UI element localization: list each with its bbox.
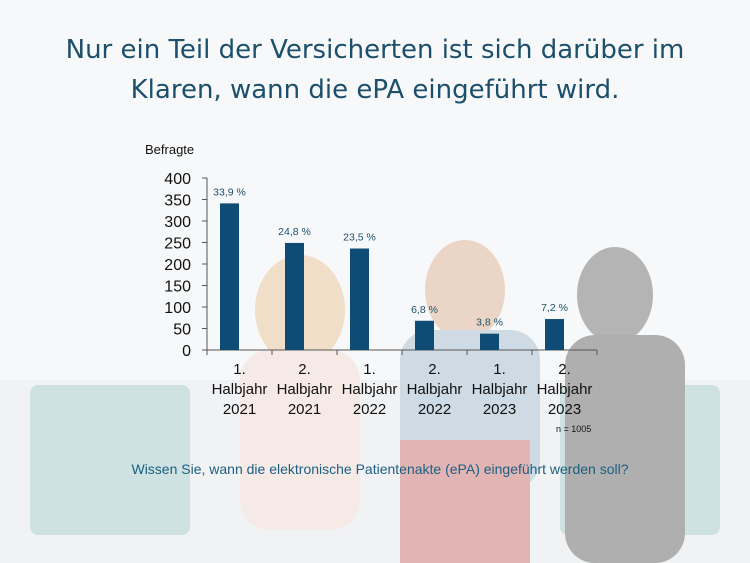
data-label: 3,8 %: [476, 317, 503, 329]
x-tick-label: 2. Halbjahr 2022: [407, 361, 463, 418]
survey-question: Wissen Sie, wann die elektronische Patie…: [131, 461, 629, 477]
y-tick-label: 150: [164, 279, 191, 296]
bar: [545, 319, 564, 350]
x-tick-label: 1. Halbjahr 2023: [472, 361, 528, 418]
y-tick-label: 0: [182, 343, 191, 360]
x-tick-label: 2. Halbjahr 2021: [277, 361, 333, 418]
data-label: 33,9 %: [213, 186, 246, 198]
y-axis-label: Befragte: [145, 142, 195, 157]
sample-size-note: n = 1005: [556, 424, 592, 434]
y-tick-label: 100: [164, 300, 191, 317]
x-tick-label: 1. Halbjahr 2021: [212, 361, 268, 418]
bar: [220, 203, 239, 350]
data-label: 6,8 %: [411, 304, 438, 316]
y-tick-label: 400: [164, 171, 191, 188]
data-label: 23,5 %: [343, 232, 376, 244]
bar: [285, 242, 304, 350]
data-label: 24,8 %: [278, 226, 311, 238]
y-tick-label: 200: [164, 257, 191, 274]
data-label: 7,2 %: [541, 302, 568, 314]
bar: [480, 333, 499, 350]
y-tick-label: 50: [173, 322, 191, 339]
x-tick-label: 2. Halbjahr 2023: [537, 361, 593, 418]
page-title: Nur ein Teil der Versicherten ist sich d…: [65, 35, 685, 105]
bar: [350, 248, 369, 350]
y-tick-label: 250: [164, 236, 191, 253]
y-tick-label: 350: [164, 193, 191, 210]
bar: [415, 320, 434, 350]
x-tick-label: 1. Halbjahr 2022: [342, 361, 398, 418]
y-tick-label: 300: [164, 214, 191, 231]
